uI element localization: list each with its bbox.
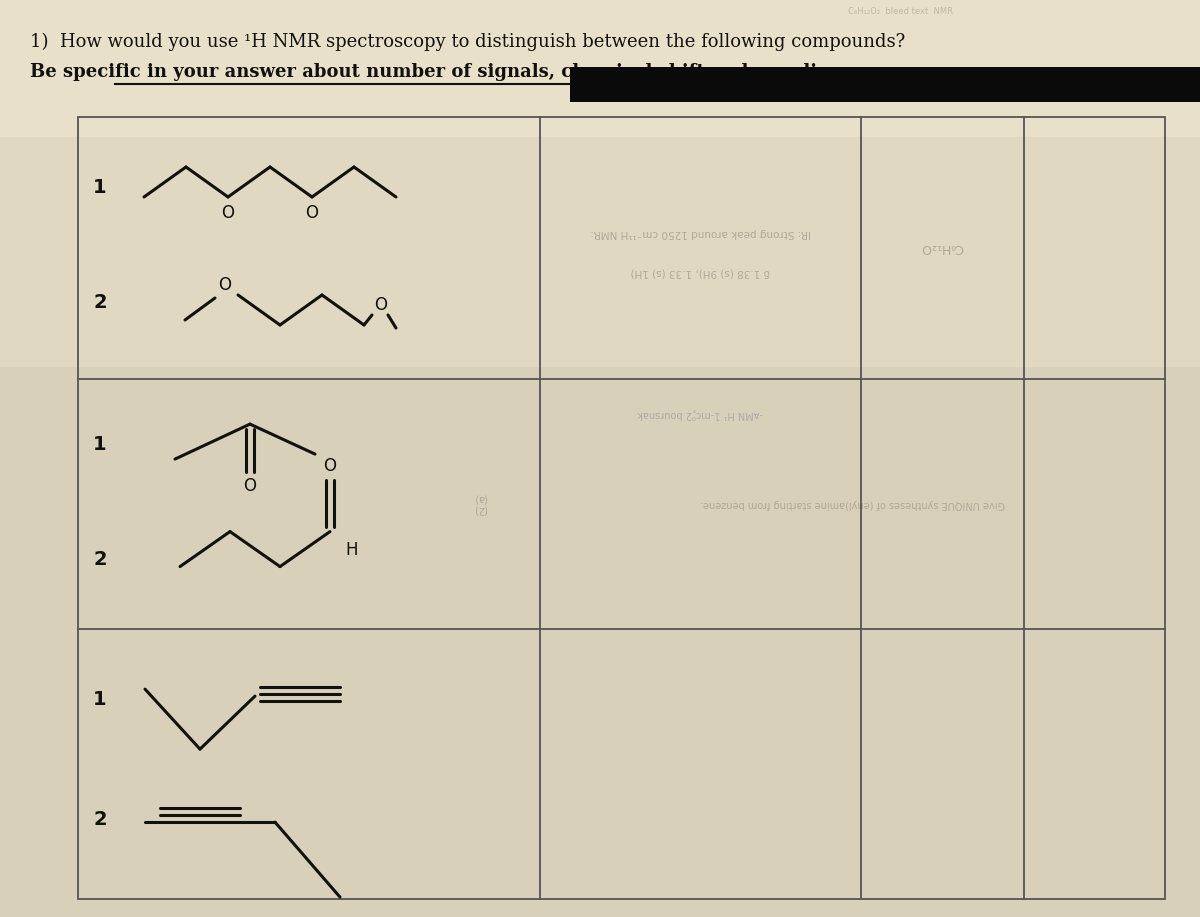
Bar xyxy=(0,0,1200,137)
Text: 1: 1 xyxy=(94,179,107,197)
Text: -ᴀMN H¹ 1-mc⁰̥2 boursnak: -ᴀMN H¹ 1-mc⁰̥2 boursnak xyxy=(637,409,763,420)
Bar xyxy=(570,67,1200,102)
Text: O: O xyxy=(306,204,318,222)
Text: IR: Strong peak around 1250 cm⁻¹¹H NMR:: IR: Strong peak around 1250 cm⁻¹¹H NMR: xyxy=(590,228,811,238)
Text: 1: 1 xyxy=(94,435,107,454)
Text: O: O xyxy=(244,477,257,495)
Text: δ 1.38 (s) 9H), 1.33 (s) 1H): δ 1.38 (s) 9H), 1.33 (s) 1H) xyxy=(630,268,770,278)
Text: C₆H₁₂O₂  bleed text  NMR: C₆H₁₂O₂ bleed text NMR xyxy=(847,6,953,16)
Text: Be specific in your answer about number of signals, chemical shift and coupling: Be specific in your answer about number … xyxy=(30,63,842,81)
Text: (2)
(a): (2) (a) xyxy=(473,493,487,514)
Text: 1)  How would you use ¹H NMR spectroscopy to distinguish between the following c: 1) How would you use ¹H NMR spectroscopy… xyxy=(30,33,905,51)
Text: H: H xyxy=(346,541,359,558)
Text: 2: 2 xyxy=(94,810,107,829)
Text: 1: 1 xyxy=(94,690,107,709)
Bar xyxy=(78,117,1165,899)
Text: O: O xyxy=(324,457,336,475)
Text: O: O xyxy=(374,296,388,314)
Bar xyxy=(0,0,1200,367)
Text: O: O xyxy=(222,204,234,222)
Text: 2: 2 xyxy=(94,293,107,313)
Text: 2: 2 xyxy=(94,549,107,569)
Text: Give UNIQUE syntheses of (enyl)amine starting from benzene.: Give UNIQUE syntheses of (enyl)amine sta… xyxy=(700,499,1004,509)
Text: O: O xyxy=(218,276,232,294)
Text: C₆H₁₂O: C₆H₁₂O xyxy=(920,241,964,255)
